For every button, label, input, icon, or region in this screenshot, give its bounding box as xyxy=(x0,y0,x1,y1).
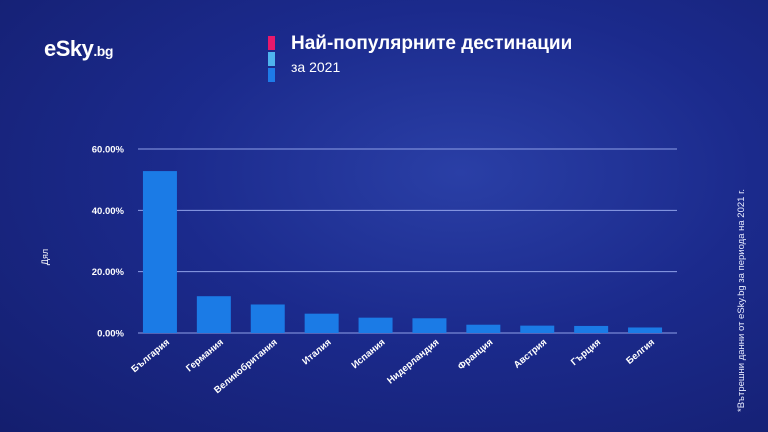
x-tick-label: Испания xyxy=(350,337,388,371)
chart-subtitle: за 2021 xyxy=(291,59,341,75)
y-tick-label: 0.00% xyxy=(97,329,124,340)
source-note: *Вътрешни данни от eSky.bg за периода на… xyxy=(736,188,747,412)
bar xyxy=(250,304,285,333)
bar xyxy=(412,318,447,333)
bar xyxy=(520,325,555,333)
chart-title: Най-популярните дестинации xyxy=(291,33,573,54)
y-tick-label: 60.00% xyxy=(92,145,125,156)
y-tick-label: 20.00% xyxy=(92,267,125,278)
x-tick-label: България xyxy=(129,337,171,375)
bar xyxy=(142,171,177,333)
title-accent-bars xyxy=(268,36,275,84)
x-tick-label: Австрия xyxy=(512,337,549,371)
bar xyxy=(628,327,663,333)
y-axis-label: Дял xyxy=(40,249,50,265)
x-tick-label: Франция xyxy=(456,337,495,373)
x-tick-label: Нидерландия xyxy=(385,337,441,387)
y-tick-label: 40.00% xyxy=(92,206,125,217)
bar xyxy=(196,296,231,333)
x-tick-label: Гърция xyxy=(569,337,603,368)
logo-suffix: .bg xyxy=(93,43,113,59)
bar xyxy=(304,313,339,333)
x-tick-label: Германия xyxy=(184,337,226,374)
x-tick-label: Италия xyxy=(300,337,333,367)
x-tick-label: Белгия xyxy=(624,337,657,367)
bar xyxy=(466,324,501,333)
esky-logo: eSky.bg xyxy=(44,36,113,62)
accent-bar-light-blue xyxy=(268,52,275,66)
bar xyxy=(574,325,609,333)
bar xyxy=(358,317,393,333)
accent-bar-pink xyxy=(268,36,275,50)
accent-bar-blue xyxy=(268,68,275,82)
logo-text: eSky xyxy=(44,36,94,61)
